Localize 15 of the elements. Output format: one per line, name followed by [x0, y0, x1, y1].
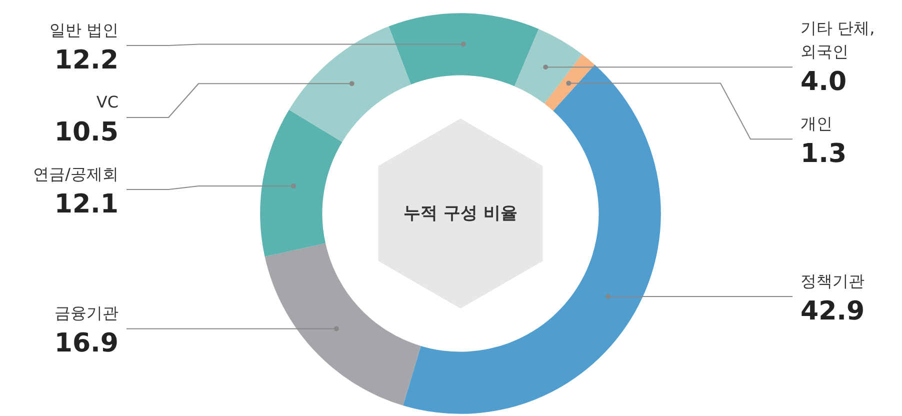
data-label: 10.5 [54, 118, 119, 148]
slice-label: 연금/공제회 [33, 164, 118, 184]
slice-label: 일반 법인 [49, 20, 119, 40]
data-label: 12.1 [54, 190, 119, 220]
data-label: 42.9 [800, 296, 865, 327]
data-label: 4.0 [800, 67, 847, 98]
data-label: 16.9 [54, 328, 119, 359]
text: 누적 구성 비율 [404, 204, 518, 224]
slice-label: 정책기관 [800, 272, 864, 291]
slice-label: 개인 [800, 114, 832, 134]
data-label: 1.3 [800, 139, 847, 170]
slice-label: 금융기관 [54, 304, 118, 323]
data-label: 12.2 [54, 46, 119, 76]
slice-label: 기타 단체, 외국인 [800, 18, 875, 62]
slice-label: VC [96, 92, 119, 112]
